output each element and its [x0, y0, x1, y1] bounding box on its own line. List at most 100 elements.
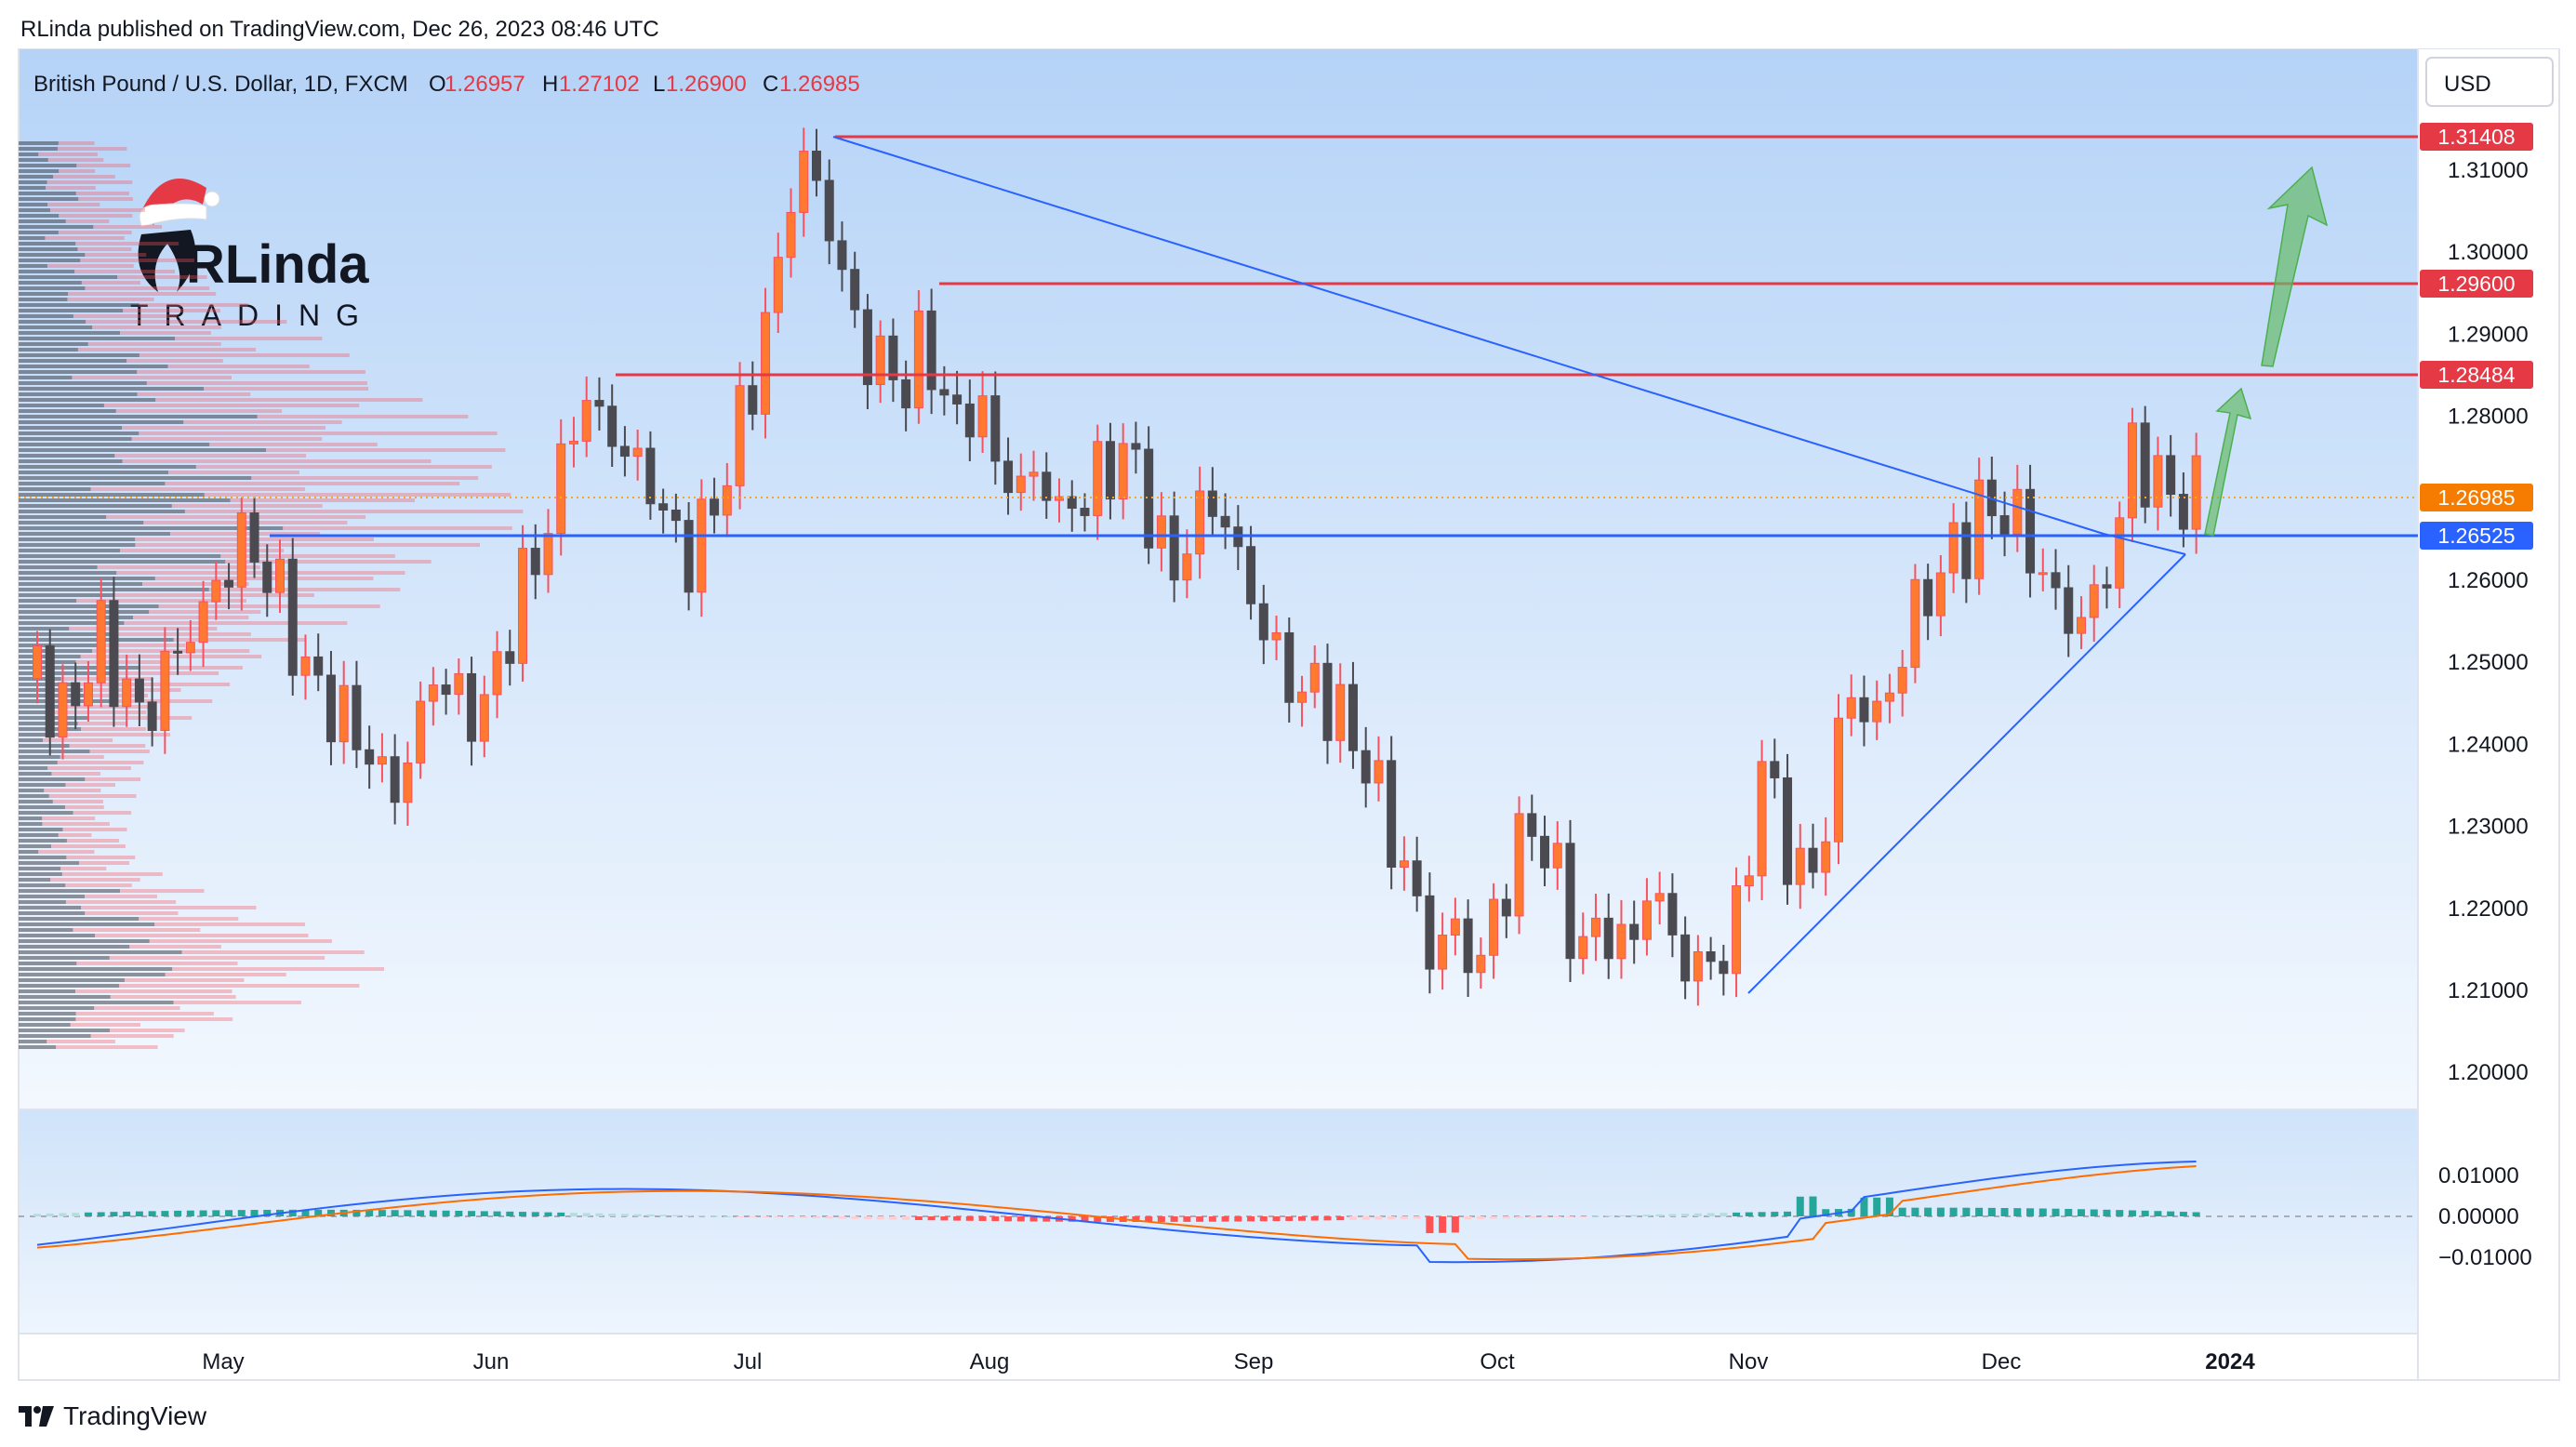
ascending-trendline[interactable]	[1747, 553, 2186, 994]
candle	[1258, 584, 1268, 665]
candle	[1207, 467, 1217, 536]
volume-profile-bar	[46, 264, 134, 268]
candle	[748, 361, 758, 431]
volume-profile-bar	[90, 487, 305, 491]
candle	[1795, 824, 1805, 909]
macd-histogram-bar	[506, 1211, 514, 1216]
volume-profile-bar	[19, 984, 120, 988]
volume-profile-bar	[58, 833, 92, 837]
volume-profile-bar	[154, 923, 305, 926]
volume-profile-bar	[139, 431, 498, 435]
volume-profile-bar	[19, 158, 48, 162]
macd-histogram-bar	[1733, 1212, 1741, 1216]
macd-histogram-bar	[1068, 1216, 1076, 1222]
macd-histogram-bar	[2116, 1210, 2124, 1216]
chart-container[interactable]: British Pound / U.S. Dollar, 1D, FXCM O …	[0, 47, 2576, 1387]
volume-profile-bar	[51, 772, 101, 776]
macd-histogram-bar	[774, 1216, 782, 1218]
support-label-box	[2420, 522, 2533, 550]
volume-profile-bar	[120, 549, 285, 552]
time-tick-label: May	[202, 1349, 244, 1374]
volume-profile-bar	[19, 231, 59, 234]
candle	[236, 497, 246, 611]
volume-profile-bar	[19, 565, 98, 569]
currency-selector[interactable]: USD	[2425, 57, 2554, 107]
macd-histogram-bar	[263, 1209, 272, 1216]
macd-histogram-bar	[557, 1212, 565, 1216]
macd-histogram-bar	[1987, 1207, 1996, 1216]
macd-histogram-bar	[1642, 1215, 1651, 1216]
descending-trendline[interactable]	[832, 136, 2105, 535]
volume-profile-bar	[19, 989, 76, 993]
macd-histogram-bar	[1975, 1207, 1984, 1216]
macd-histogram-bar	[2128, 1210, 2136, 1216]
volume-profile-bar	[80, 655, 262, 658]
volume-profile-bar	[124, 621, 348, 625]
macd-histogram-bar	[493, 1211, 501, 1216]
tradingview-footer[interactable]: TradingView	[19, 1398, 206, 1435]
volume-profile-bar	[69, 627, 218, 631]
volume-profile-bar	[19, 515, 107, 519]
macd-histogram-bar	[787, 1216, 795, 1218]
time-tick-label: Nov	[1729, 1349, 1769, 1374]
chart-svg[interactable]: British Pound / U.S. Dollar, 1D, FXCM O …	[0, 47, 2576, 1387]
candle	[799, 127, 809, 237]
macd-line	[36, 1160, 2197, 1264]
volume-profile-bar	[19, 443, 210, 446]
candle	[147, 677, 157, 747]
volume-profile-bar	[56, 1045, 158, 1049]
candle	[249, 497, 259, 578]
volume-profile-bar	[45, 236, 125, 240]
price-tick-label: 1.24000	[2448, 732, 2529, 757]
macd-histogram-bar	[1234, 1216, 1242, 1222]
candle	[1590, 894, 1600, 962]
triangle-cap[interactable]	[2103, 533, 2186, 555]
volume-profile-bar	[19, 387, 205, 391]
volume-profile-bar	[19, 471, 168, 474]
volume-profile-bar	[19, 270, 75, 273]
macd-histogram-bar	[1106, 1216, 1114, 1222]
macd-histogram-bar	[2052, 1208, 2060, 1216]
candle	[313, 633, 324, 692]
volume-profile-bar	[67, 298, 154, 301]
price-axis-ticks: 1.31000 1.30000 1.29000 1.28000 1.26000 1.250…	[2448, 158, 2529, 1085]
candle	[1335, 663, 1346, 763]
volume-profile-bar	[59, 169, 96, 173]
volume-profile-bar	[58, 141, 95, 145]
volume-profile-bar	[80, 259, 194, 262]
volume-profile-bar	[119, 889, 205, 893]
candle	[837, 221, 847, 292]
volume-profile-bar	[139, 353, 350, 357]
macd-histogram-bar	[1604, 1215, 1613, 1217]
volume-profile-bar	[129, 945, 221, 949]
volume-profile-bar	[77, 722, 128, 725]
volume-profile-bar	[109, 956, 325, 960]
volume-profile-bar	[19, 448, 267, 452]
volume-profile-bar	[65, 783, 115, 787]
volume-profile-bar	[19, 532, 170, 536]
candle	[1770, 738, 1780, 799]
volume-profile-bar	[19, 1040, 47, 1043]
volume-profile-bar	[266, 448, 506, 452]
candle	[1719, 944, 1729, 996]
macd-histogram-bar	[1962, 1207, 1971, 1216]
time-tick-label: Jul	[734, 1349, 763, 1374]
candle	[1693, 935, 1703, 1006]
macd-histogram-bar	[2078, 1209, 2085, 1216]
candle	[352, 660, 362, 768]
currency-label[interactable]: USD	[2444, 72, 2491, 97]
candle	[1425, 872, 1435, 994]
candle	[122, 654, 132, 727]
ohlc-close-value: 1.26985	[779, 72, 860, 97]
candle	[862, 294, 872, 410]
volume-profile-bar	[146, 381, 367, 385]
candle	[479, 675, 489, 758]
volume-profile-bar	[58, 231, 132, 234]
volume-profile-bar	[46, 180, 133, 184]
macd-axis-ticks: 0.01000 0.00000 −0.01000	[2438, 1163, 2532, 1270]
macd-histogram-bar	[225, 1210, 233, 1216]
volume-profile-bar	[19, 928, 73, 932]
candle	[1616, 899, 1627, 979]
volume-profile-bar	[38, 850, 95, 854]
volume-profile-bar	[19, 738, 43, 742]
